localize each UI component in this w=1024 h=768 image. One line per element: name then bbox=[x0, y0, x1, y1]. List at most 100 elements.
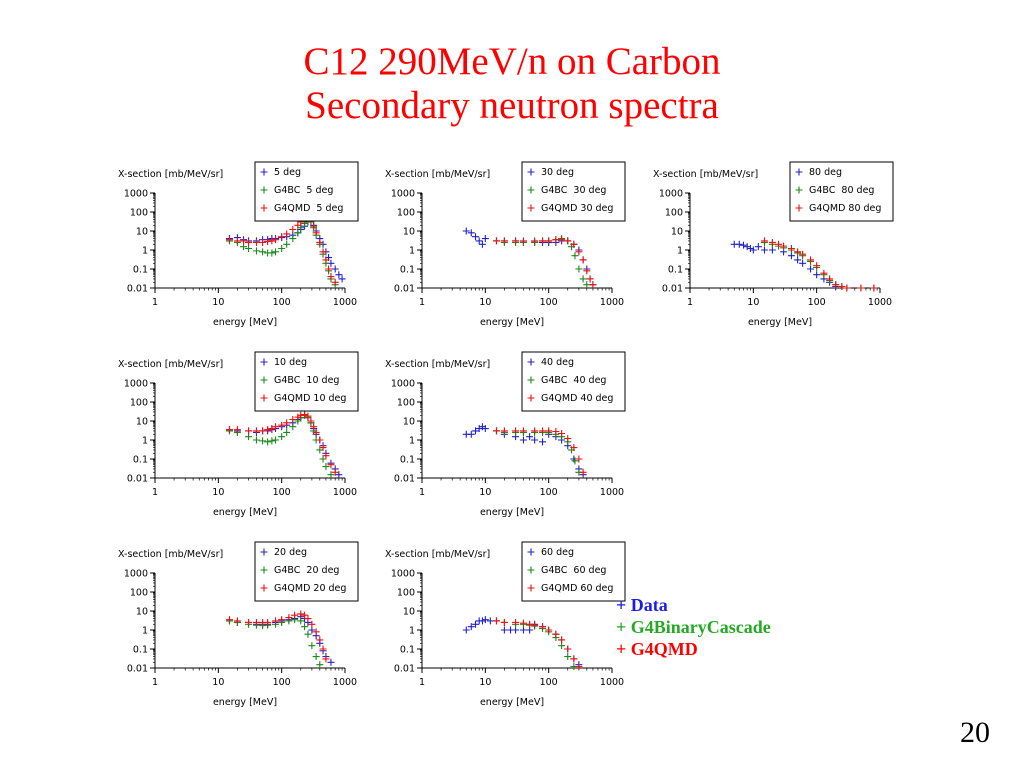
legend-marker-g4qmd bbox=[260, 584, 268, 592]
x-tick-label: 1000 bbox=[600, 677, 624, 688]
data-point-g4qmd bbox=[539, 427, 547, 435]
data-point-g4qmd bbox=[278, 421, 286, 429]
data-point-g4qmd bbox=[545, 626, 553, 634]
data-point-g4qmd bbox=[857, 284, 865, 292]
data-point-g4qmd bbox=[780, 242, 788, 250]
legend-marker-g4bc bbox=[527, 186, 535, 194]
y-tick-label: 10 bbox=[671, 227, 683, 238]
data-point-data bbox=[735, 240, 743, 248]
data-point-g4qmd bbox=[512, 618, 520, 626]
y-tick-label: 0.01 bbox=[127, 284, 148, 295]
legend-label-g4qmd: G4QMD 5 deg bbox=[274, 203, 343, 214]
legend-label-data: 40 deg bbox=[541, 357, 574, 368]
data-point-g4bc bbox=[583, 281, 591, 289]
series-data bbox=[730, 240, 840, 290]
data-point-g4qmd bbox=[278, 233, 286, 241]
data-point-g4qmd bbox=[531, 427, 539, 435]
legend-label-g4bc: G4BC 60 deg bbox=[541, 565, 606, 576]
x-tick-label: 1 bbox=[152, 677, 158, 688]
data-point-g4qmd bbox=[312, 229, 320, 237]
x-tick-label: 1 bbox=[152, 297, 158, 308]
data-point-g4qmd bbox=[283, 419, 291, 427]
data-point-g4qmd bbox=[264, 618, 272, 626]
spectrum-chart: X-section [mb/MeV/sr] 1000 100 10 1 0.1 0.01 1 1… bbox=[118, 351, 359, 518]
y-tick-label: 100 bbox=[130, 588, 148, 599]
y-tick-label: 0.01 bbox=[394, 284, 415, 295]
y-tick-label: 100 bbox=[665, 208, 683, 219]
data-point-data bbox=[478, 240, 486, 248]
legend-marker-data bbox=[260, 358, 268, 366]
x-axis-label: energy [MeV] bbox=[213, 507, 277, 518]
series-g4qmd bbox=[492, 236, 597, 289]
data-point-g4bc bbox=[268, 249, 276, 257]
data-point-g4qmd bbox=[327, 461, 335, 469]
data-point-data bbox=[472, 427, 480, 435]
x-tick-label: 100 bbox=[273, 297, 291, 308]
data-point-data bbox=[807, 265, 815, 273]
data-point-g4qmd bbox=[775, 240, 783, 248]
data-point-g4qmd bbox=[512, 237, 520, 245]
legend-marker-g4qmd bbox=[527, 394, 535, 402]
data-point-g4bc bbox=[579, 275, 587, 283]
series-data bbox=[225, 411, 343, 479]
data-point-g4qmd bbox=[813, 262, 821, 270]
data-point-data bbox=[486, 617, 494, 625]
data-point-g4qmd bbox=[325, 265, 333, 273]
y-tick-label: 1 bbox=[409, 436, 415, 447]
data-point-g4qmd bbox=[297, 610, 305, 618]
data-point-g4qmd bbox=[272, 423, 280, 431]
x-tick-label: 10 bbox=[212, 487, 224, 498]
data-point-g4qmd bbox=[289, 225, 297, 233]
y-tick-label: 0.01 bbox=[662, 284, 683, 295]
data-point-data bbox=[462, 227, 470, 235]
y-tick-label: 0.01 bbox=[394, 664, 415, 675]
data-point-g4qmd bbox=[492, 427, 500, 435]
data-point-g4qmd bbox=[539, 237, 547, 245]
data-point-g4bc bbox=[297, 617, 305, 625]
legend-marker-g4bc bbox=[260, 186, 268, 194]
data-point-data bbox=[799, 259, 807, 267]
data-point-g4qmd bbox=[570, 655, 578, 663]
data-point-g4qmd bbox=[240, 237, 248, 245]
data-point-g4bc bbox=[252, 436, 260, 444]
data-point-g4qmd bbox=[564, 645, 572, 653]
data-point-data bbox=[472, 620, 480, 628]
data-point-g4qmd bbox=[225, 426, 233, 434]
data-point-data bbox=[794, 256, 802, 264]
data-point-g4qmd bbox=[760, 237, 768, 245]
x-tick-label: 10 bbox=[747, 297, 759, 308]
spectrum-panel-10-deg: X-section [mb/MeV/sr] 1000 100 10 1 0.1 0.01 1 1… bbox=[110, 350, 360, 530]
data-point-g4qmd bbox=[531, 621, 539, 629]
data-point-g4qmd bbox=[316, 636, 324, 644]
data-point-data bbox=[475, 237, 483, 245]
series-g4qmd bbox=[492, 427, 587, 476]
page-number: 20 bbox=[960, 716, 990, 749]
data-point-data bbox=[481, 425, 489, 433]
data-point-g4qmd bbox=[319, 645, 327, 653]
data-point-g4qmd bbox=[322, 655, 330, 663]
series-g4qmd bbox=[225, 610, 330, 663]
data-point-data bbox=[813, 271, 821, 279]
y-tick-label: 0.1 bbox=[400, 645, 415, 656]
x-tick-label: 1000 bbox=[868, 297, 892, 308]
y-tick-label: 0.01 bbox=[127, 664, 148, 675]
data-point-g4bc bbox=[272, 248, 280, 256]
data-point-g4qmd bbox=[312, 428, 320, 436]
slide-title-line-1: C12 290MeV/n on Carbon bbox=[303, 40, 721, 83]
data-point-g4qmd bbox=[586, 275, 594, 283]
data-point-g4qmd bbox=[252, 618, 260, 626]
legend-marker-g4qmd bbox=[260, 204, 268, 212]
data-point-g4qmd bbox=[807, 256, 815, 264]
x-axis-label: energy [MeV] bbox=[480, 317, 544, 328]
spectrum-chart: X-section [mb/MeV/sr] 1000 100 10 1 0.1 0.01 1 1… bbox=[385, 541, 626, 708]
legend-box bbox=[521, 161, 626, 222]
spectrum-chart: X-section [mb/MeV/sr] 1000 100 10 1 0.1 0.01 1 1… bbox=[385, 351, 626, 518]
x-axis-label: energy [MeV] bbox=[213, 317, 277, 328]
data-point-g4bc bbox=[571, 457, 579, 465]
data-point-g4bc bbox=[575, 265, 583, 273]
data-point-data bbox=[467, 430, 475, 438]
x-tick-label: 10 bbox=[479, 487, 491, 498]
y-tick-label: 1 bbox=[409, 246, 415, 257]
data-point-data bbox=[338, 275, 346, 283]
x-tick-label: 10 bbox=[212, 297, 224, 308]
